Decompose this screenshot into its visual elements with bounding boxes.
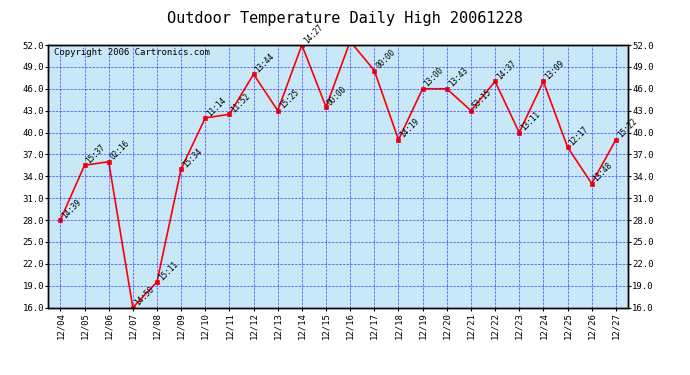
Text: 11:52: 11:52 <box>230 92 252 114</box>
Text: 02:16: 02:16 <box>109 139 131 162</box>
Text: 14:50: 14:50 <box>133 285 155 308</box>
Text: Copyright 2006 Cartronics.com: Copyright 2006 Cartronics.com <box>54 48 210 57</box>
Text: 14:39: 14:39 <box>61 197 83 220</box>
Text: 14:19: 14:19 <box>399 117 421 140</box>
Text: 13:00: 13:00 <box>423 66 445 89</box>
Text: 15:34: 15:34 <box>181 146 204 169</box>
Text: 22:48: 22:48 <box>0 374 1 375</box>
Text: 11:14: 11:14 <box>206 95 228 118</box>
Text: 13:43: 13:43 <box>447 66 469 89</box>
Text: 00:00: 00:00 <box>375 48 397 70</box>
Text: 14:37: 14:37 <box>495 59 518 81</box>
Text: 15:22: 15:22 <box>616 117 638 140</box>
Text: 15:25: 15:25 <box>278 88 300 111</box>
Text: Outdoor Temperature Daily High 20061228: Outdoor Temperature Daily High 20061228 <box>167 11 523 26</box>
Text: 13:44: 13:44 <box>254 51 276 74</box>
Text: 15:37: 15:37 <box>85 142 107 165</box>
Text: 13:48: 13:48 <box>592 161 614 183</box>
Text: 15:11: 15:11 <box>157 259 179 282</box>
Text: 14:27: 14:27 <box>302 22 324 45</box>
Text: 00:00: 00:00 <box>326 84 348 107</box>
Text: 13:11: 13:11 <box>520 110 542 132</box>
Text: 12:17: 12:17 <box>568 124 590 147</box>
Text: 13:09: 13:09 <box>544 59 566 81</box>
Text: 53:15: 53:15 <box>471 88 493 111</box>
